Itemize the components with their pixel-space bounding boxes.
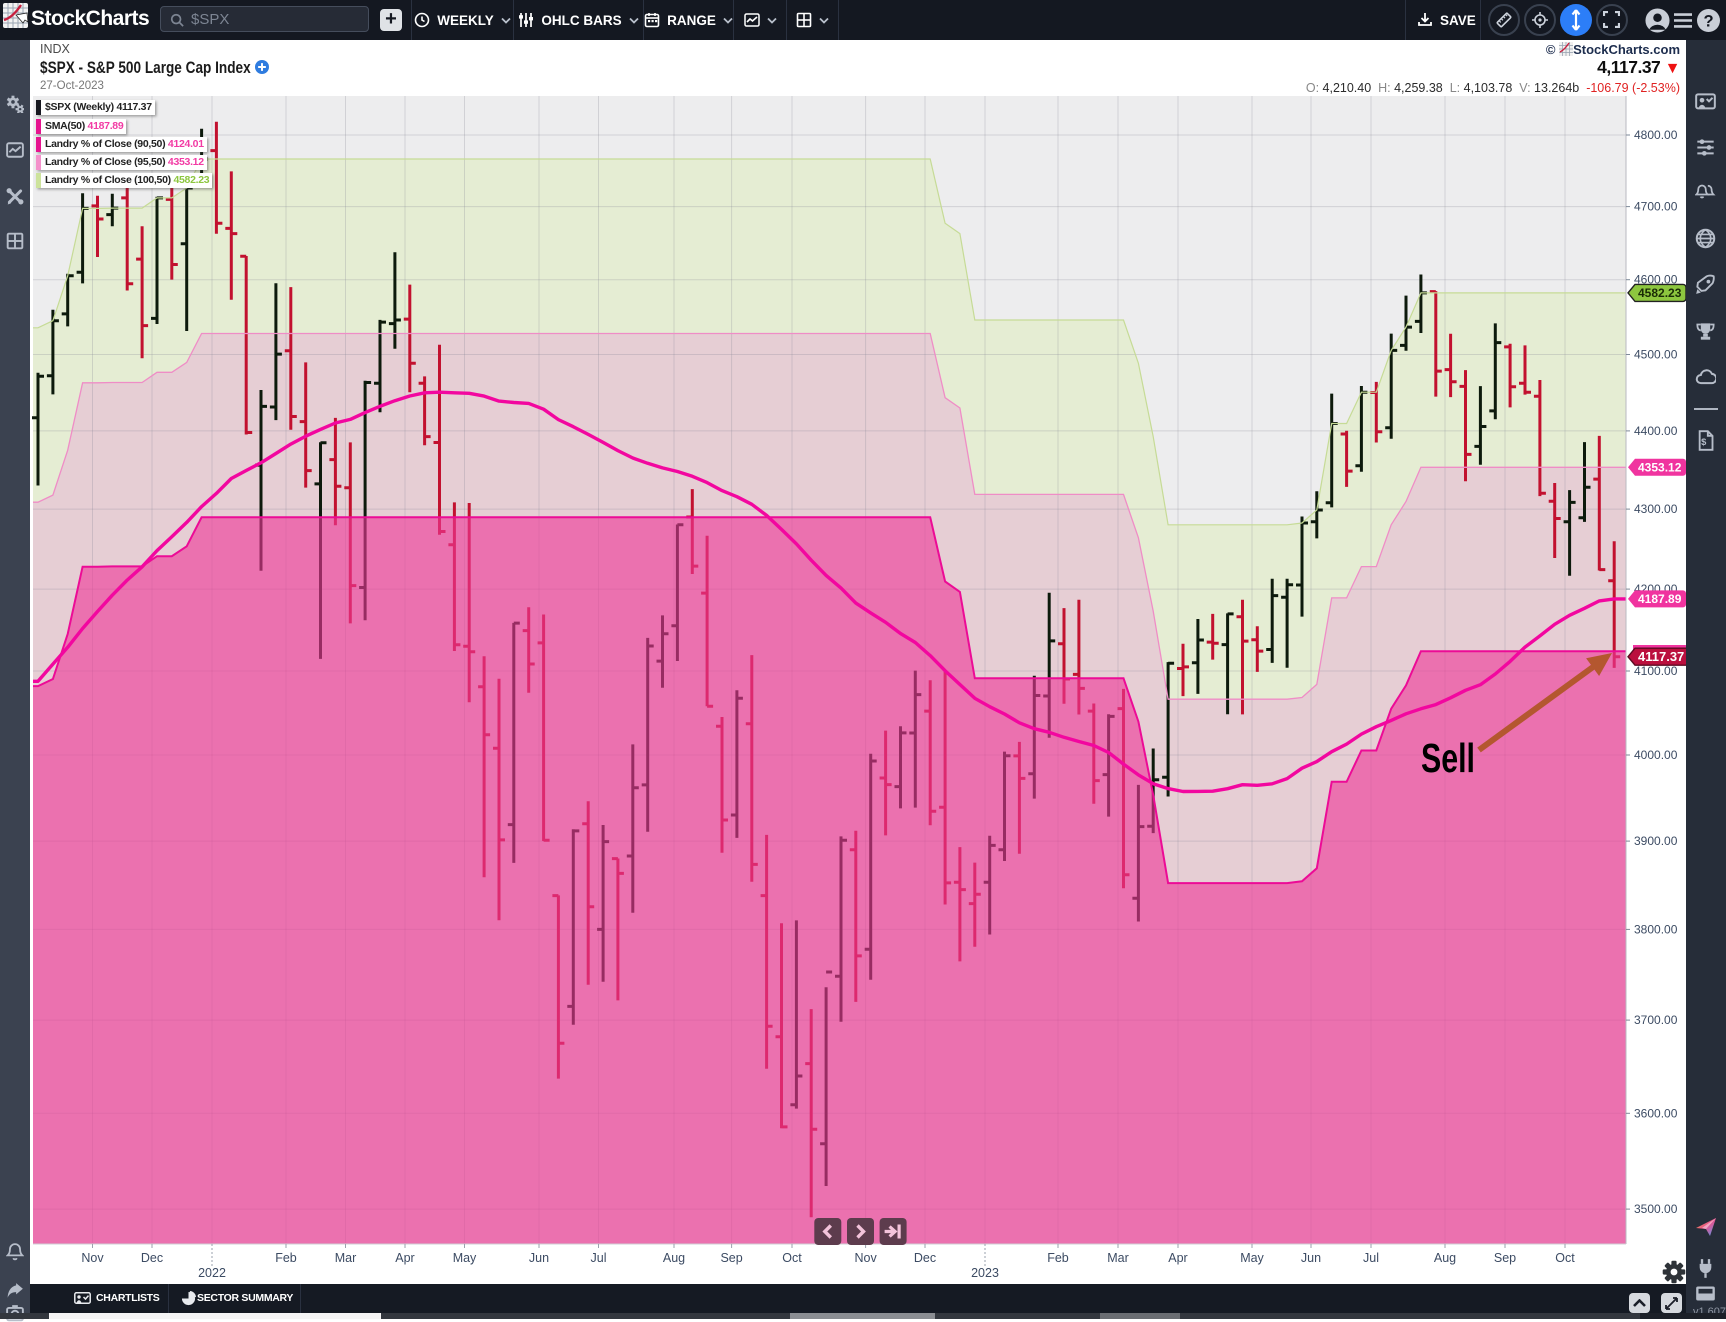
svg-text:Apr: Apr [395,1251,414,1265]
svg-text:Feb: Feb [275,1251,297,1265]
svg-text:3800.00: 3800.00 [1634,922,1678,936]
svg-text:Jun: Jun [1301,1251,1321,1265]
svg-text:3700.00: 3700.00 [1634,1013,1678,1027]
svg-text:Oct: Oct [782,1251,802,1265]
svg-text:2023: 2023 [971,1266,999,1280]
svg-text:2022: 2022 [198,1266,226,1280]
svg-text:Mar: Mar [335,1251,357,1265]
svg-text:3500.00: 3500.00 [1634,1202,1678,1216]
svg-text:Dec: Dec [141,1251,163,1265]
svg-text:Oct: Oct [1555,1251,1575,1265]
svg-text:Nov: Nov [854,1251,877,1265]
svg-text:4582.23: 4582.23 [1638,286,1682,300]
svg-text:Sep: Sep [720,1251,742,1265]
svg-text:4000.00: 4000.00 [1634,748,1678,762]
svg-text:4800.00: 4800.00 [1634,128,1678,142]
svg-text:?: ? [1703,11,1713,30]
svg-text:May: May [453,1251,477,1265]
svg-text:Feb: Feb [1047,1251,1069,1265]
svg-text:Apr: Apr [1168,1251,1187,1265]
svg-text:Nov: Nov [81,1251,104,1265]
svg-text:Dec: Dec [914,1251,936,1265]
svg-text:Aug: Aug [663,1251,685,1265]
svg-text:4400.00: 4400.00 [1634,424,1678,438]
svg-text:Jul: Jul [591,1251,607,1265]
svg-text:3600.00: 3600.00 [1634,1106,1678,1120]
svg-text:Mar: Mar [1107,1251,1129,1265]
svg-text:May: May [1240,1251,1264,1265]
svg-text:Aug: Aug [1434,1251,1456,1265]
svg-text:$: $ [1701,437,1707,447]
svg-text:4353.12: 4353.12 [1638,461,1682,475]
svg-text:3900.00: 3900.00 [1634,834,1678,848]
svg-text:4187.89: 4187.89 [1638,592,1682,606]
svg-text:Jul: Jul [1363,1251,1379,1265]
svg-text:4117.37: 4117.37 [1638,649,1684,664]
svg-text:Sell: Sell [1421,735,1475,781]
svg-text:Sep: Sep [1494,1251,1516,1265]
svg-text:4700.00: 4700.00 [1634,200,1678,214]
svg-text:4600.00: 4600.00 [1634,273,1678,287]
svg-text:4100.00: 4100.00 [1634,664,1678,678]
svg-text:4500.00: 4500.00 [1634,348,1678,362]
svg-text:4300.00: 4300.00 [1634,502,1678,516]
svg-text:Jun: Jun [529,1251,549,1265]
